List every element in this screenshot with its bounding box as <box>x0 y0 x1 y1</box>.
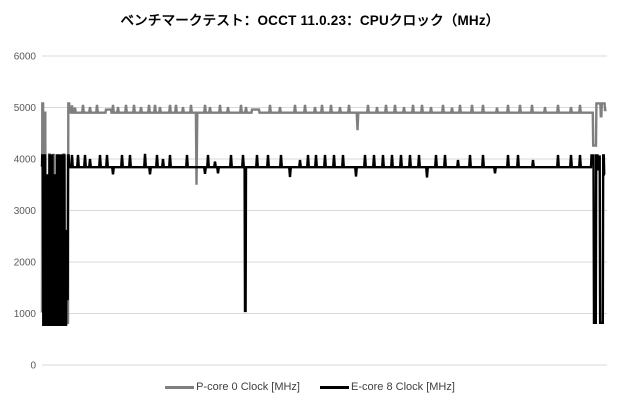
y-tick-label: 4000 <box>14 155 37 166</box>
legend-item-ecore: E-core 8 Clock [MHz] <box>320 381 455 393</box>
legend-item-pcore: P-core 0 Clock [MHz] <box>165 381 300 393</box>
chart-title: ベンチマークテスト：OCCT 11.0.23：CPUクロック（MHz） <box>120 13 500 28</box>
y-tick-label: 1000 <box>14 309 37 320</box>
y-tick-label: 5000 <box>14 103 37 114</box>
series-line-ecore <box>40 153 606 326</box>
y-tick-label: 6000 <box>14 52 37 63</box>
y-tick-label: 0 <box>30 361 36 372</box>
chart-legend: P-core 0 Clock [MHz] E-core 8 Clock [MHz… <box>0 381 620 393</box>
legend-label-pcore: P-core 0 Clock [MHz] <box>196 381 300 393</box>
y-tick-label: 3000 <box>14 206 37 217</box>
legend-label-ecore: E-core 8 Clock [MHz] <box>351 381 455 393</box>
series-line-pcore <box>40 102 607 326</box>
legend-swatch-ecore-line <box>320 385 349 389</box>
y-tick-label: 2000 <box>14 258 37 269</box>
legend-swatch-pcore-line <box>165 385 195 389</box>
